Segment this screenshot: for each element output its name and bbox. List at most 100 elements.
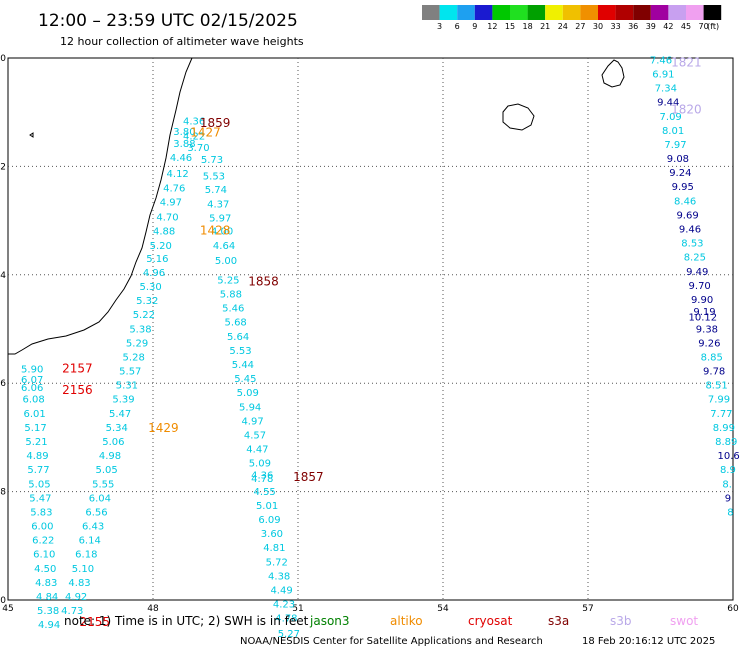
wave-height-value: 6.07 <box>21 375 43 386</box>
wave-height-value: 9.24 <box>669 168 691 179</box>
wave-height-value: 5.53 <box>229 346 251 357</box>
wave-height-value: 9.78 <box>703 367 725 378</box>
wave-height-value: 4.36 <box>251 471 273 482</box>
lon-tick-label: 51 <box>292 604 303 614</box>
wave-height-value: 9.90 <box>691 295 713 306</box>
wave-height-value: 9.69 <box>676 210 698 221</box>
wave-height-value: 4.22 <box>183 131 205 142</box>
legend-value: 42 <box>663 22 673 31</box>
wave-height-value: 5.21 <box>25 437 47 448</box>
wave-height-value: 6.10 <box>33 550 55 561</box>
wave-height-value: 5.72 <box>266 557 288 568</box>
wave-height-value: 8.85 <box>701 352 723 363</box>
wave-height-value: 4.70 <box>156 213 178 224</box>
wave-height-value: 5.17 <box>24 423 46 434</box>
legend-swatch <box>562 5 581 20</box>
wave-height-value: 5.10 <box>72 564 94 575</box>
wave-height-value: 5.64 <box>227 332 249 343</box>
legend-value: 21 <box>540 22 550 31</box>
wave-height-value: 5.44 <box>232 360 254 371</box>
wave-height-value: 6.09 <box>258 515 280 526</box>
wave-height-value: 8.51 <box>705 381 727 392</box>
wave-height-value: 5.28 <box>123 352 145 363</box>
mauritius-coastline <box>601 59 625 88</box>
wave-height-value: 4.89 <box>26 451 48 462</box>
pass-time-label: 2156 <box>62 383 93 397</box>
legend-value: 24 <box>558 22 568 31</box>
wave-height-value: 4.76 <box>163 183 185 194</box>
wave-height-value: 5.00 <box>215 256 237 267</box>
wave-height-value: 4.36 <box>183 117 205 128</box>
wave-height-value: 5.94 <box>239 402 261 413</box>
wave-height-value: 6.91 <box>652 70 674 81</box>
wave-height-value: 7.09 <box>660 112 682 123</box>
wave-height-value: 5.47 <box>29 493 51 504</box>
wave-height-value: 3.80 <box>173 127 195 138</box>
wave-height-value: 6.43 <box>82 522 104 533</box>
legend-swatch <box>580 5 598 20</box>
wave-height-value: 4.46 <box>170 153 192 164</box>
wave-height-value: 4.81 <box>263 543 285 554</box>
legend-swatch <box>510 5 528 20</box>
pass-time-label: 2157 <box>62 361 93 375</box>
satellite-name: s3b <box>610 614 632 628</box>
wave-height-value: 5.29 <box>126 338 148 349</box>
wave-height-value: 4.12 <box>167 169 189 180</box>
wave-height-value: 4.92 <box>65 592 87 603</box>
wave-height-value: 8.46 <box>674 196 696 207</box>
lat-tick-label: -22 <box>0 162 6 172</box>
legend-value: 30 <box>593 22 603 31</box>
wave-height-value: 5.25 <box>217 275 239 286</box>
legend-swatch <box>545 5 563 20</box>
legend-value: 18 <box>523 22 533 31</box>
wave-height-value: 9.26 <box>698 338 720 349</box>
wave-height-value: 5.68 <box>225 318 247 329</box>
wave-height-value: 6.56 <box>85 507 107 518</box>
wave-height-value: 5.74 <box>205 185 227 196</box>
legend-swatch <box>633 5 651 20</box>
legend-value: 6 <box>455 22 460 31</box>
lat-tick-label: -28 <box>0 488 6 498</box>
wave-height-value: 4.98 <box>99 451 121 462</box>
coastline <box>8 57 625 355</box>
wave-height-value: 7.97 <box>664 140 686 151</box>
legend-value: 45 <box>681 22 691 31</box>
legend-swatch <box>615 5 634 20</box>
pass-time-label: 1429 <box>148 421 179 435</box>
grid-lines: 45 48 51 54 57 60 -20 -22 -24 -26 -28 -30 <box>0 54 739 614</box>
legend-swatch <box>492 5 510 20</box>
wave-height-value: 4.37 <box>207 200 229 211</box>
wave-height-value: 4.49 <box>270 585 292 596</box>
wave-height-value: 4.96 <box>143 268 165 279</box>
wave-height-value: 5.32 <box>136 296 158 307</box>
legend-value: 12 <box>487 22 497 31</box>
pass-time-label: 1427 <box>190 126 221 140</box>
satellite-name: swot <box>670 614 698 628</box>
wave-height-value: 5.16 <box>146 254 168 265</box>
lat-tick-label: -26 <box>0 379 6 389</box>
wave-height-value: 6.22 <box>32 536 54 547</box>
wave-height-value: 6.00 <box>31 522 53 533</box>
wave-height-value: 8.25 <box>684 253 706 264</box>
pass-time-label: 2155 <box>80 615 111 629</box>
legend-value: 15 <box>505 22 515 31</box>
pass-time-label: 1821 <box>671 56 702 70</box>
wave-height-value: 6.01 <box>23 409 45 420</box>
satellite-name: altiko <box>390 614 423 628</box>
island-speck <box>29 132 34 138</box>
wave-height-value: 5.09 <box>237 388 259 399</box>
wave-height-value: 4.84 <box>36 592 58 603</box>
wave-height-value: 4.00 <box>211 227 233 238</box>
legend-swatch <box>686 5 704 20</box>
legend-value: 9 <box>472 22 477 31</box>
wave-height-value: 8. <box>722 479 732 490</box>
wave-height-value: 5.20 <box>150 241 172 252</box>
wave-height-value: 6.08 <box>23 395 45 406</box>
wave-height-value: 4.23 <box>273 600 295 611</box>
legend-swatch <box>668 5 686 20</box>
wave-height-value: 4.97 <box>160 197 182 208</box>
wave-height-value: 4.73 <box>61 606 83 617</box>
wave-height-value: 8 <box>727 507 733 518</box>
wave-height-value: 6.14 <box>79 536 101 547</box>
